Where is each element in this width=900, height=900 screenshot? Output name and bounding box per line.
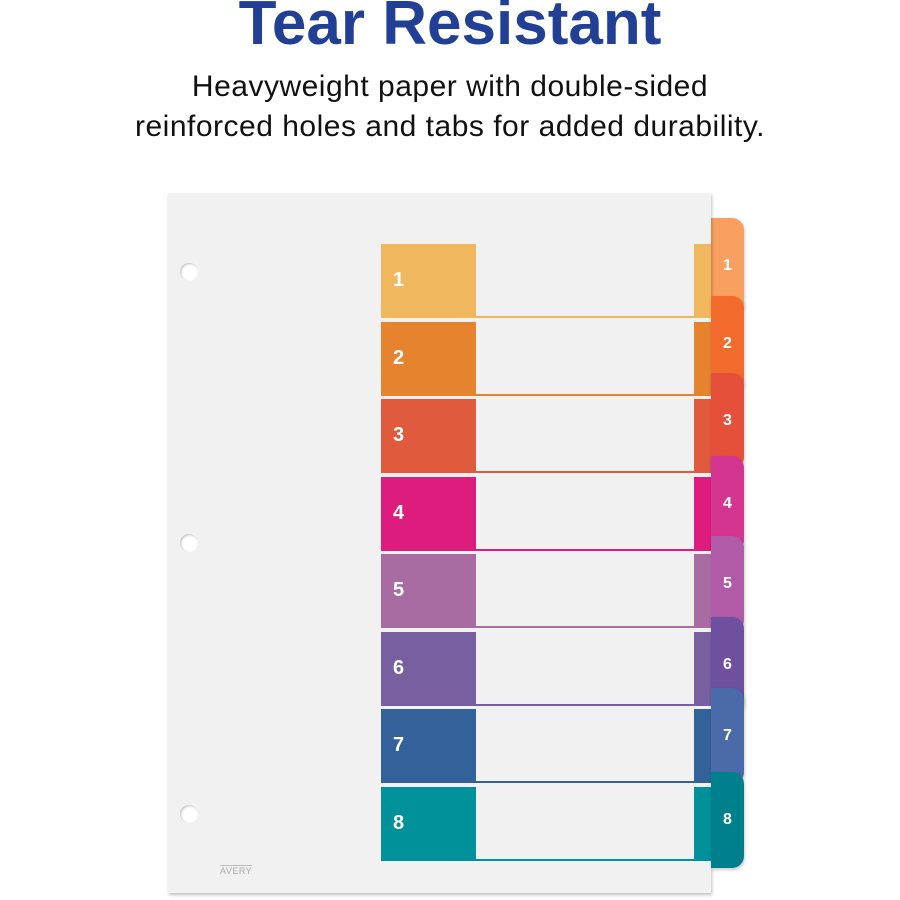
tab-row-3: 3 <box>381 399 711 473</box>
tab-row-8: 8 <box>381 786 711 861</box>
tab-color-stub <box>694 321 711 394</box>
tab-number-block: 7 <box>381 709 476 781</box>
punch-hole <box>180 534 198 552</box>
tab-row-1: 1 <box>381 244 711 318</box>
divider-tab-3: 3 <box>711 373 744 469</box>
divider-tab-8: 8 <box>711 772 744 868</box>
divider-tab-5: 5 <box>711 536 744 632</box>
tab-color-stub <box>694 709 711 781</box>
tab-number-block: 1 <box>381 244 476 316</box>
tab-color-stub <box>694 399 711 471</box>
subtitle-line-1: Heavyweight paper with double-sided <box>191 70 709 103</box>
tab-color-stub <box>694 476 711 549</box>
tab-row-6: 6 <box>381 631 711 706</box>
tab-color-stub <box>694 244 711 316</box>
tab-row-5: 5 <box>381 554 711 628</box>
divider-tab-7: 7 <box>711 688 744 784</box>
punch-hole <box>180 805 198 823</box>
tab-color-stub <box>694 554 711 626</box>
headline: Tear Resistant <box>238 0 662 58</box>
tab-number-block: 2 <box>381 321 476 394</box>
tab-number-block: 5 <box>381 554 476 626</box>
subtitle-line-2: reinforced holes and tabs for added dura… <box>135 110 765 143</box>
tab-number-block: 4 <box>381 476 476 549</box>
tab-row-2: 2 <box>381 321 711 396</box>
tab-color-stub <box>694 786 711 859</box>
tab-row-7: 7 <box>381 709 711 783</box>
tab-number-block: 6 <box>381 631 476 704</box>
avery-logo: AVERY <box>220 865 253 876</box>
tab-color-stub <box>694 631 711 704</box>
tab-row-4: 4 <box>381 476 711 551</box>
tab-number-block: 3 <box>381 399 476 471</box>
punch-hole <box>180 263 198 281</box>
tab-number-block: 8 <box>381 786 476 859</box>
